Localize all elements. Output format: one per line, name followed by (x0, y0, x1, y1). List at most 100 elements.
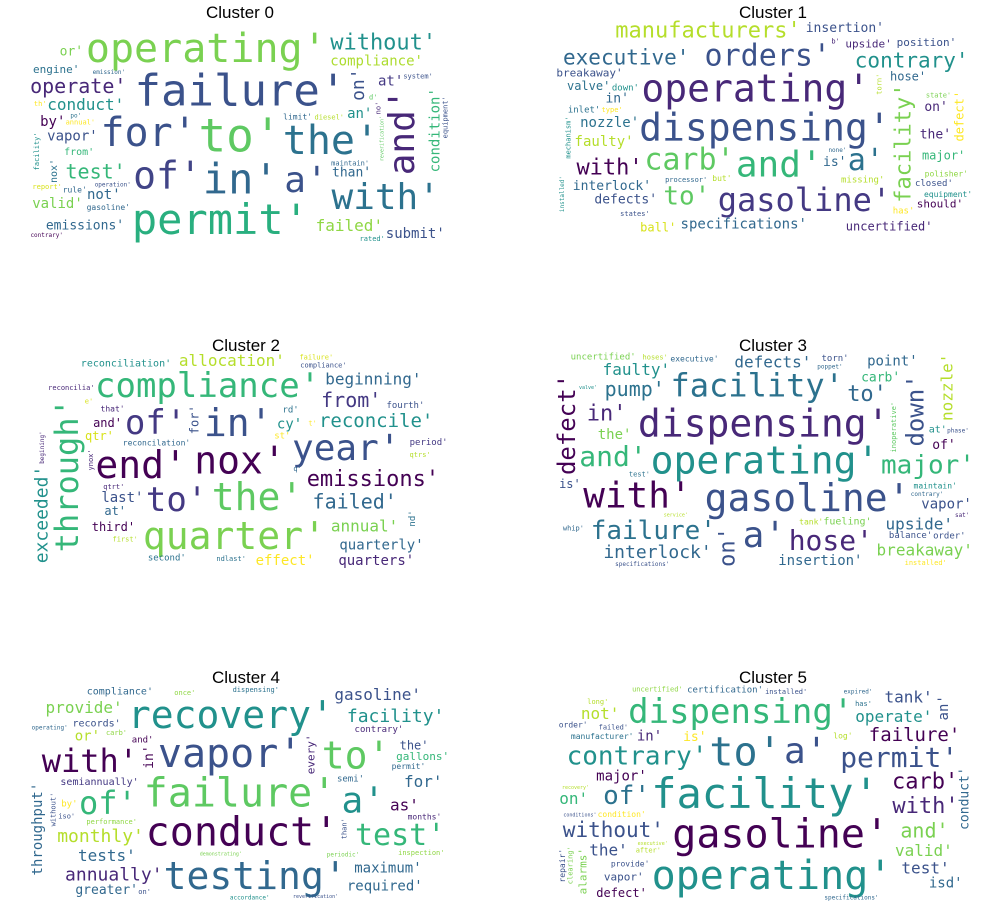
word-5-42: on' (559, 789, 588, 808)
word-5-28: conditions' (563, 813, 596, 819)
word-2-14: annual' (331, 517, 398, 536)
word-4-17: without' (50, 793, 58, 827)
word-0-31: from' (64, 147, 94, 158)
word-0-30: operate' (30, 74, 126, 98)
word-4-42: records' (73, 719, 121, 730)
word-2-7: in' (204, 401, 273, 445)
word-2-18: fourth' (386, 401, 424, 411)
word-5-19: isd' (929, 876, 963, 892)
word-5-44: conduct' (957, 767, 972, 830)
word-3-38: the' (598, 427, 632, 443)
word-5-35: order' (559, 721, 588, 730)
word-3-19: inoperative' (890, 402, 898, 453)
word-2-42: t' (308, 420, 316, 428)
word-2-23: and' (93, 416, 122, 430)
word-2-17: first' (113, 535, 138, 543)
word-1-43: type' (602, 106, 623, 114)
word-3-46: sat' (955, 512, 969, 519)
word-5-38: clearing' (566, 846, 574, 884)
word-1-34: the' (920, 128, 951, 143)
word-0-37: reverification' (380, 116, 386, 161)
wordcloud-3: operating'dispensing' gasoline'a' with' fac… (553, 353, 975, 569)
word-4-13: recovery' (128, 693, 334, 737)
word-1-33: but' (712, 174, 731, 183)
word-3-24: uncertified' (571, 353, 636, 363)
word-4-28: testing' (164, 854, 347, 898)
word-4-43: test' (355, 818, 445, 853)
word-4-19: carb' (106, 729, 127, 737)
word-2-13: of' (125, 403, 186, 443)
word-5-15: in' (637, 729, 662, 745)
word-0-1: failure' (134, 65, 346, 116)
word-3-2: torn' (822, 354, 849, 364)
word-2-10: quarterly' (339, 537, 423, 553)
word-0-0: to' (198, 109, 281, 163)
word-3-31: down' (901, 374, 929, 446)
word-0-35: annual' (66, 118, 96, 126)
word-5-6: provide' (611, 859, 650, 868)
chart-title-5: Cluster 5 (738, 668, 808, 687)
word-0-15: vapor' (47, 129, 98, 145)
word-0-6: permit' (132, 195, 309, 244)
word-4-47: gallons' (396, 750, 449, 763)
word-5-34: permit' (840, 741, 958, 774)
word-5-29: long' (587, 698, 608, 706)
word-5-8: valid' (895, 841, 953, 860)
word-1-24: breakaway' (556, 67, 622, 80)
word-3-11: with' (583, 476, 691, 517)
word-2-6: the' (212, 475, 304, 519)
word-5-27: condition' (598, 810, 646, 819)
word-2-24: nd' (408, 510, 418, 526)
word-4-16: performance' (86, 818, 137, 826)
word-1-2: gasoline' (718, 181, 891, 219)
word-0-20: conduct' (47, 95, 124, 114)
wordcloud-5: facility'to' gasoline'operating' a'dispens… (558, 685, 972, 901)
word-1-9: operating' (641, 67, 870, 111)
chart-title-1: Cluster 1 (738, 3, 808, 22)
word-5-37: specifications' (824, 894, 878, 901)
word-4-18: iso' (58, 812, 75, 820)
word-1-38: states' (620, 210, 650, 218)
word-3-41: at' (929, 425, 947, 436)
word-3-5: nozzle' (938, 354, 957, 421)
chart-title-2: Cluster 2 (211, 336, 281, 355)
word-4-39: operating' (32, 724, 68, 731)
word-5-7: major' (596, 769, 647, 785)
wordcloud-0: to'failure'in'permit'the'operating'for'o… (30, 26, 450, 244)
word-1-7: facility' (891, 84, 916, 203)
word-0-4: a' (284, 160, 327, 201)
word-4-5: tests' (78, 846, 136, 865)
word-0-7: with' (332, 177, 440, 218)
word-1-22: processor' (665, 176, 707, 184)
word-2-38: begining' (39, 431, 46, 464)
word-0-17: by' (40, 114, 65, 130)
word-3-20: failure' (591, 516, 716, 546)
word-5-13: uncertified' (632, 686, 683, 694)
word-4-41: maximum' (354, 860, 421, 876)
word-4-21: with' (42, 742, 138, 780)
word-5-2: failure' (869, 724, 961, 746)
word-5-31: carb' (892, 770, 958, 795)
word-0-48: po' (70, 112, 81, 119)
word-5-26: operate' (855, 707, 932, 726)
word-1-25: down' (612, 83, 639, 93)
word-4-24: and' (132, 735, 154, 745)
word-5-16: test' (901, 858, 949, 877)
word-3-44: breakaway' (877, 541, 973, 560)
word-1-42: major' (922, 149, 965, 163)
word-1-27: should' (917, 198, 963, 211)
word-5-21: of' (603, 781, 650, 811)
word-1-10: to' (663, 182, 710, 212)
word-2-4: that' (101, 404, 125, 413)
word-2-19: quarters' (338, 553, 414, 569)
word-0-10: of' (133, 154, 202, 198)
word-2-8: period' (410, 438, 448, 448)
word-0-41: emission' (93, 69, 126, 76)
word-0-32: or' (60, 44, 83, 59)
word-2-3: allocation' (179, 351, 285, 370)
word-5-9: installed' (765, 688, 807, 696)
word-1-35: defect' (953, 91, 967, 142)
word-2-12: compliance' (95, 366, 320, 406)
word-2-37: at' (104, 504, 126, 518)
word-5-46: tank' (884, 688, 932, 707)
